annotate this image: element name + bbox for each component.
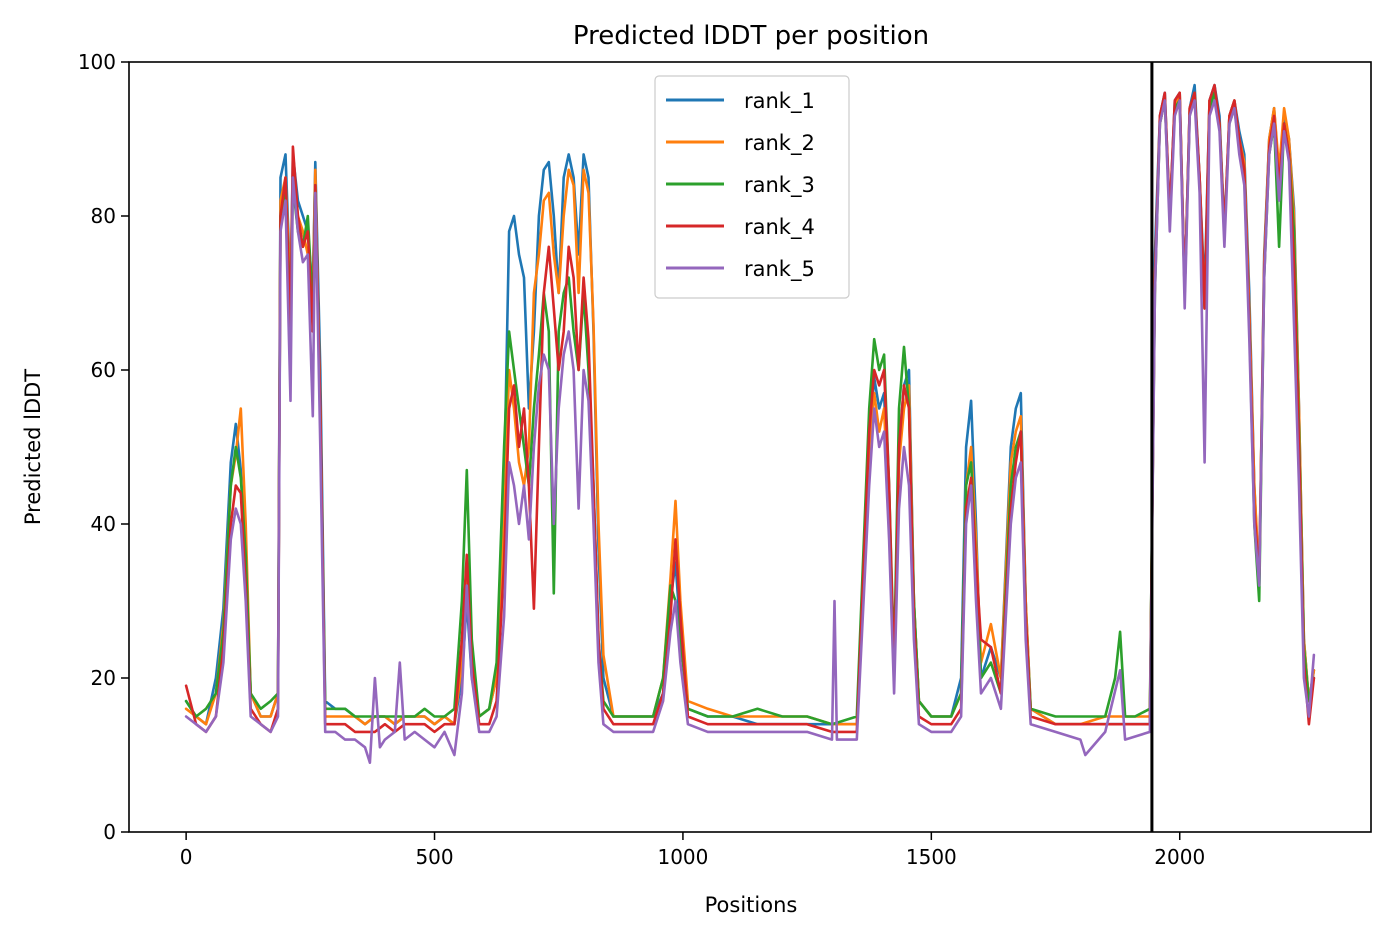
y-tick-label: 20: [91, 666, 116, 690]
legend-box: [654, 75, 850, 299]
x-axis-ticks: 0 500 1000 1500 2000: [180, 832, 1205, 869]
y-tick-label: 0: [103, 820, 116, 844]
legend-label: rank_4: [744, 215, 815, 240]
legend-label: rank_2: [744, 131, 815, 156]
legend: rank_1 rank_2 rank_3 rank_4 rank_5: [654, 75, 850, 299]
series-layer: [184, 83, 1316, 764]
y-tick-label: 40: [91, 512, 116, 536]
x-tick-label: 2000: [1154, 845, 1205, 869]
series-line-rank-5: [184, 99, 1316, 764]
x-tick-label: 0: [180, 845, 193, 869]
x-axis-label: Positions: [705, 893, 798, 917]
legend-label: rank_1: [744, 89, 815, 114]
legend-label: rank_5: [744, 257, 815, 282]
legend-label: rank_3: [744, 173, 815, 198]
y-tick-label: 80: [91, 204, 116, 228]
chart-title: Predicted lDDT per position: [573, 21, 929, 51]
y-axis-ticks: 0 20 40 60 80 100: [78, 50, 129, 844]
series-line-rank-4: [184, 83, 1316, 734]
x-tick-label: 1500: [906, 845, 957, 869]
plot-frame: [128, 61, 1372, 833]
y-tick-label: 100: [78, 50, 116, 74]
y-axis-label: Predicted lDDT: [21, 369, 45, 525]
x-tick-label: 500: [415, 845, 453, 869]
y-tick-label: 60: [91, 358, 116, 382]
x-tick-label: 1000: [657, 845, 708, 869]
